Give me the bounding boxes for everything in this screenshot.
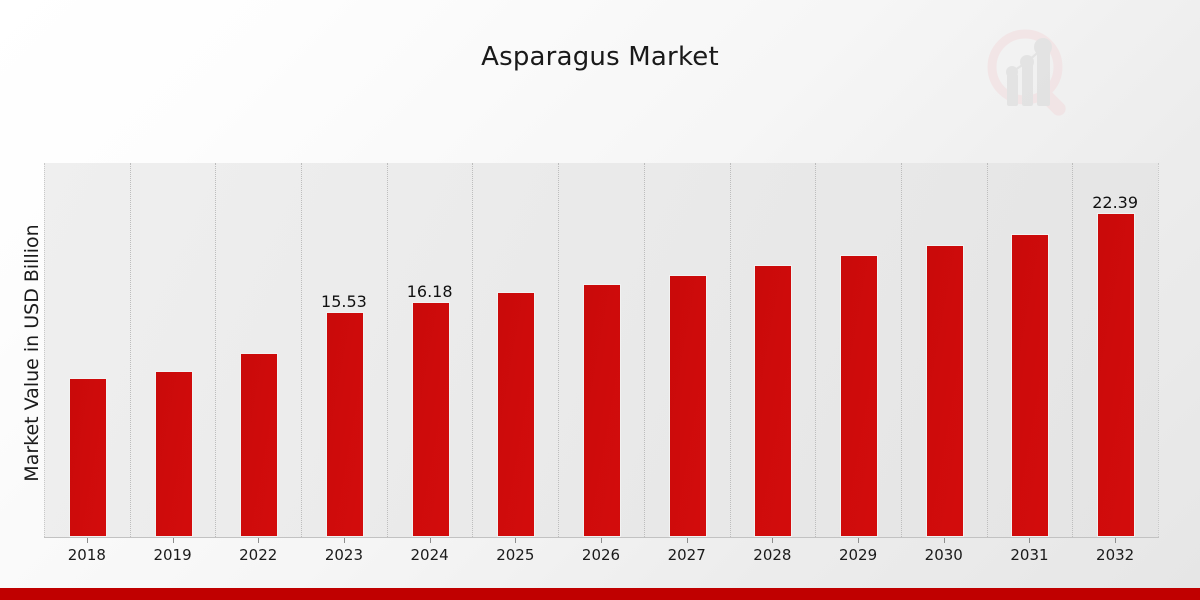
x-tick-mark	[686, 538, 688, 543]
x-tick-label-2019: 2019	[153, 546, 192, 564]
gridline	[729, 163, 731, 537]
bar-value-label-2023: 15.53	[321, 291, 367, 311]
gridline	[986, 163, 988, 537]
x-tick-label-2030: 2030	[924, 546, 963, 564]
bar-2032[interactable]	[1097, 212, 1136, 537]
gridline	[301, 163, 303, 537]
bar-2027[interactable]	[668, 274, 707, 537]
x-axis-line	[44, 537, 1159, 538]
x-tick-label-2023: 2023	[324, 546, 364, 564]
gridline	[44, 163, 45, 537]
x-tick-mark	[943, 538, 945, 543]
bar-value-label-2032: 22.39	[1092, 192, 1139, 212]
x-tick-label-2032: 2032	[1096, 546, 1135, 564]
x-tick-label-2026: 2026	[581, 546, 621, 564]
x-tick-mark	[858, 538, 860, 543]
plot-area	[44, 163, 1159, 537]
gridline	[386, 163, 388, 537]
x-tick-mark	[772, 538, 774, 543]
gridline	[129, 163, 131, 537]
x-tick-label-2031: 2031	[1010, 546, 1049, 564]
gridline	[215, 163, 217, 537]
bar-2024[interactable]	[411, 302, 450, 537]
bar-2029[interactable]	[840, 255, 879, 537]
x-tick-label-2024: 2024	[410, 546, 449, 564]
y-axis-title: Market Value in USD Billion	[21, 224, 43, 482]
gridline	[815, 163, 817, 537]
x-tick-mark	[515, 538, 517, 543]
x-tick-label-2029: 2029	[838, 546, 878, 564]
x-tick-label-2027: 2027	[667, 546, 706, 564]
bar-value-label-2024: 16.18	[406, 282, 453, 302]
gridline	[558, 163, 560, 537]
x-tick-label-2025: 2025	[496, 546, 535, 564]
bar-2031[interactable]	[1011, 234, 1050, 537]
x-tick-mark	[1115, 538, 1117, 543]
x-tick-mark	[601, 538, 602, 543]
x-tick-mark	[172, 538, 174, 543]
bar-2023[interactable]	[325, 311, 364, 537]
chart-title: Asparagus Market	[481, 42, 719, 72]
gridline	[1072, 163, 1074, 537]
x-tick-label-2022: 2022	[239, 546, 278, 564]
bar-2018[interactable]	[68, 377, 107, 537]
gridline	[900, 163, 902, 537]
bar-2019[interactable]	[154, 371, 193, 537]
bar-2026[interactable]	[583, 284, 621, 537]
gridline	[1158, 163, 1159, 537]
bar-2028[interactable]	[754, 265, 793, 537]
bar-2030[interactable]	[925, 245, 964, 537]
gridline	[472, 163, 474, 537]
bar-2025[interactable]	[497, 291, 536, 537]
x-tick-mark	[258, 538, 260, 543]
x-tick-label-2018: 2018	[67, 546, 106, 564]
x-tick-label-2028: 2028	[753, 546, 792, 564]
gridline	[643, 163, 645, 537]
x-tick-mark	[86, 538, 88, 543]
bar-2022[interactable]	[240, 352, 279, 537]
x-tick-mark	[343, 538, 345, 543]
footer-band	[0, 588, 1200, 600]
x-tick-mark	[1029, 538, 1031, 543]
market-research-magnifier-logo	[987, 29, 1066, 116]
x-tick-mark	[429, 538, 431, 543]
